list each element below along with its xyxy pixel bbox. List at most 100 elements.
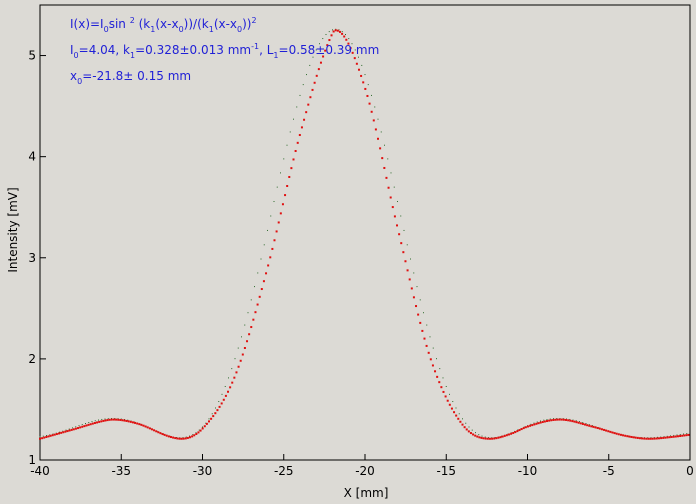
data-point xyxy=(510,432,513,435)
data-point xyxy=(419,321,422,324)
data-point xyxy=(472,433,475,436)
fit-point xyxy=(72,427,73,429)
fit-point xyxy=(517,429,519,431)
fit-formula-annotation: I(x)=I0sin 2 (k1(x-x0))/(k1(x-x0))2 xyxy=(70,16,257,34)
data-point xyxy=(442,390,445,393)
data-point xyxy=(499,436,502,439)
data-point xyxy=(406,269,409,272)
data-point xyxy=(108,418,111,421)
data-point xyxy=(45,435,48,438)
data-point xyxy=(503,434,506,437)
fit-point xyxy=(481,435,483,437)
data-point xyxy=(636,436,639,439)
data-point xyxy=(265,272,268,275)
data-point xyxy=(241,353,244,356)
data-point xyxy=(670,435,673,438)
fit-point xyxy=(205,422,207,424)
fit-point xyxy=(260,258,262,260)
data-point xyxy=(569,419,572,422)
fit-point xyxy=(328,31,330,33)
fit-point xyxy=(114,417,116,419)
data-point xyxy=(391,206,394,209)
fit-point xyxy=(403,229,405,231)
data-point xyxy=(647,437,650,440)
data-point xyxy=(307,103,310,106)
data-point xyxy=(212,415,215,418)
data-point xyxy=(431,364,434,367)
fit-point xyxy=(309,64,311,66)
data-point xyxy=(296,141,299,144)
data-point xyxy=(676,435,679,438)
fit-point xyxy=(302,84,304,86)
fit-point xyxy=(559,417,561,419)
data-point xyxy=(351,51,354,54)
fit-point xyxy=(46,435,47,437)
fit-point xyxy=(218,401,220,403)
data-point xyxy=(562,418,565,421)
data-point xyxy=(129,420,132,423)
data-point xyxy=(567,419,570,422)
fit-point xyxy=(325,34,327,36)
fit-point xyxy=(533,422,535,424)
data-point xyxy=(360,74,363,77)
data-point xyxy=(326,44,329,47)
data-point xyxy=(660,437,663,440)
data-point xyxy=(366,94,369,97)
fit-point xyxy=(650,437,652,439)
data-point xyxy=(533,423,536,426)
data-point xyxy=(611,431,614,434)
data-point xyxy=(112,418,115,421)
data-point xyxy=(231,381,234,384)
data-point xyxy=(638,437,641,440)
data-point xyxy=(178,437,181,440)
data-point xyxy=(560,418,563,421)
data-point xyxy=(55,433,58,436)
data-point xyxy=(313,81,316,84)
data-point xyxy=(655,437,658,440)
fit-point xyxy=(429,336,431,338)
fit-point xyxy=(289,131,291,133)
data-point xyxy=(102,419,105,422)
fit-point xyxy=(416,286,418,288)
fit-point xyxy=(406,244,408,246)
fit-point xyxy=(478,434,480,436)
data-point xyxy=(237,365,240,368)
fit-point xyxy=(546,419,548,421)
data-point xyxy=(68,429,71,432)
fit-point xyxy=(488,437,489,439)
data-point xyxy=(377,137,379,140)
data-point xyxy=(60,431,63,434)
x-tick-label: -5 xyxy=(603,464,615,478)
fit-point xyxy=(660,436,662,438)
data-point xyxy=(539,421,542,424)
fit-point xyxy=(657,436,658,438)
data-point xyxy=(281,203,284,206)
data-point xyxy=(353,57,356,60)
fit-point xyxy=(273,201,275,203)
data-point xyxy=(119,418,122,421)
data-point xyxy=(581,422,584,425)
fit-point xyxy=(523,426,525,428)
data-point xyxy=(81,425,84,428)
data-point xyxy=(288,175,291,178)
fit-point xyxy=(465,422,467,424)
data-point xyxy=(586,424,589,427)
fit-point xyxy=(52,433,54,435)
fit-point xyxy=(393,186,395,188)
data-point xyxy=(634,436,637,439)
fit-point xyxy=(683,433,684,435)
fit-point xyxy=(117,418,119,420)
fit-point xyxy=(390,172,392,174)
data-point xyxy=(484,437,487,440)
data-point xyxy=(438,381,441,384)
data-point xyxy=(256,303,259,306)
data-point xyxy=(518,429,521,432)
data-point xyxy=(507,433,510,436)
data-point xyxy=(400,242,403,245)
fit-point xyxy=(588,424,590,426)
fit-point xyxy=(549,418,551,420)
fit-point xyxy=(296,106,298,108)
data-point xyxy=(142,424,145,427)
data-point xyxy=(429,358,432,361)
